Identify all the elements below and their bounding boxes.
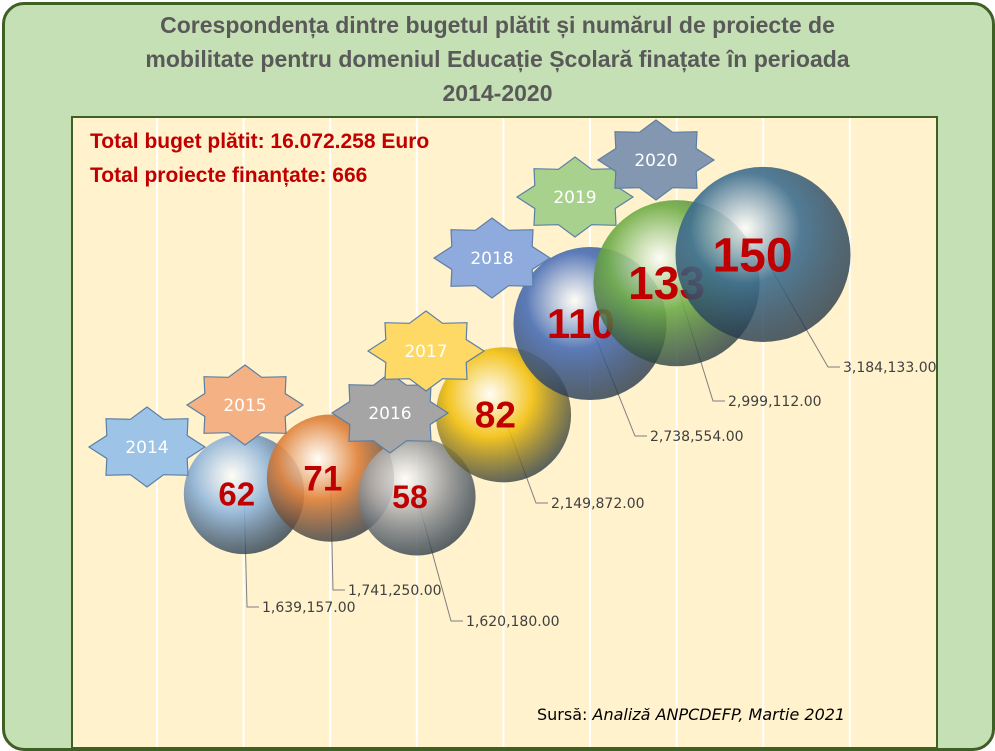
- bubble-2017: [435, 347, 572, 483]
- bubble-2020: [675, 166, 851, 342]
- star-2018: [432, 217, 552, 299]
- year-label-2014: 2014: [125, 438, 168, 458]
- total-budget: Total buget plătit: 16.072.258 Euro: [90, 130, 430, 153]
- budget-label-2016: 1,620,180.00: [466, 614, 560, 630]
- star-2014: [87, 406, 207, 488]
- budget-label-2018: 2,738,554.00: [650, 429, 744, 445]
- source-text: Analiză ANPCDEFP, Martie 2021: [592, 705, 846, 724]
- bubble-value-2017: 82: [475, 395, 516, 436]
- budget-label-2017: 2,149,872.00: [551, 496, 645, 512]
- year-label-2015: 2015: [223, 396, 266, 416]
- source-note: Sursă: Analiză ANPCDEFP, Martie 2021: [537, 705, 845, 724]
- year-label-2019: 2019: [553, 188, 596, 208]
- bubble-value-2016: 58: [392, 479, 428, 515]
- year-label-2016: 2016: [368, 404, 411, 424]
- year-label-2018: 2018: [470, 249, 513, 269]
- star-2015: [185, 364, 305, 446]
- bubble-value-2015: 71: [303, 459, 342, 498]
- total-projects: Total proiecte finanțate: 666: [90, 164, 368, 187]
- budget-label-2019: 2,999,112.00: [728, 394, 822, 410]
- budget-label-2020: 3,184,133.00: [843, 360, 937, 376]
- star-2016: [330, 372, 450, 454]
- year-label-2017: 2017: [404, 342, 447, 362]
- chart-title: Corespondența dintre bugetul plătit și n…: [145, 12, 850, 106]
- budget-label-2015: 1,741,250.00: [348, 583, 442, 599]
- bubble-value-2014: 62: [218, 475, 255, 512]
- star-2017: [366, 310, 486, 392]
- bubble-2016: [358, 438, 476, 556]
- year-label-2020: 2020: [634, 151, 677, 171]
- budget-label-2014: 1,639,157.00: [262, 600, 356, 616]
- star-2020: [596, 119, 716, 201]
- source-prefix: Sursă:: [537, 705, 593, 724]
- bubble-value-2020: 150: [712, 229, 792, 282]
